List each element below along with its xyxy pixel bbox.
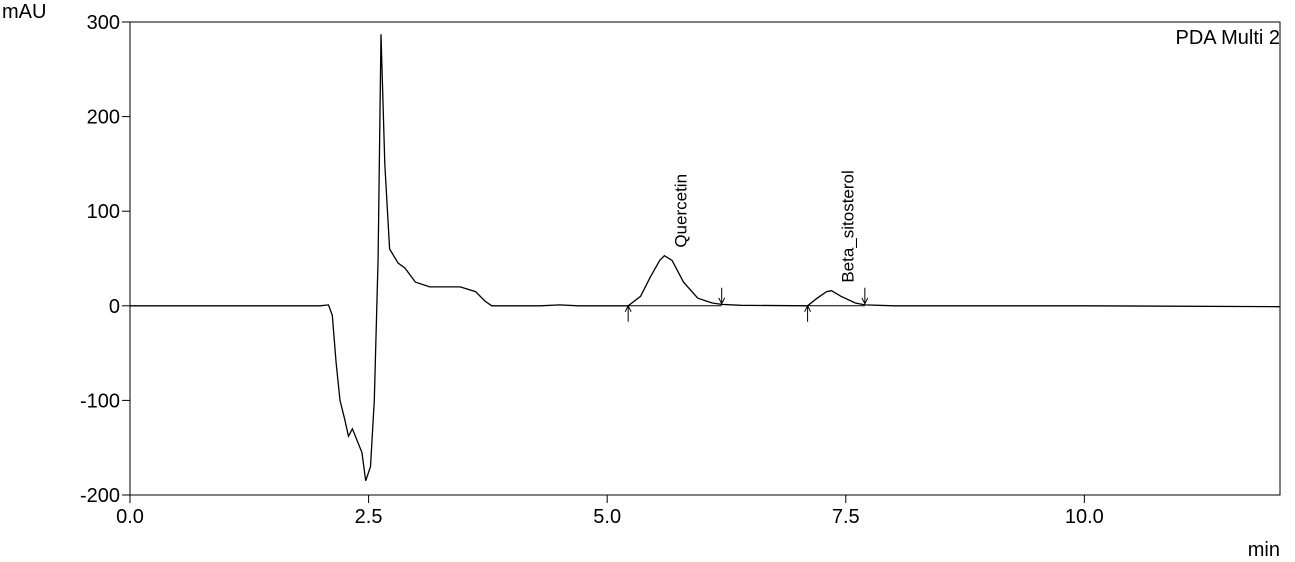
plot-frame (129, 21, 1281, 496)
peak-label: Beta_sitosterol (838, 170, 857, 282)
peak-start-arrow (624, 304, 632, 322)
peak-end-arrow (861, 287, 869, 305)
y-tick-label: 200 (87, 107, 120, 129)
x-tick-label: 0.0 (116, 506, 144, 528)
y-tick-label: 100 (87, 201, 120, 223)
x-tick-label: 5.0 (593, 506, 621, 528)
peak-start-arrow (804, 304, 812, 322)
x-tick-label: 10.0 (1065, 506, 1104, 528)
x-tick-label: 2.5 (355, 506, 383, 528)
y-tick-label: -100 (80, 390, 120, 412)
chromatogram-line (130, 34, 1281, 482)
y-axis-label: mAU (2, 1, 46, 23)
x-axis-label: min (1248, 539, 1280, 561)
y-tick-label: 300 (87, 12, 120, 34)
y-tick-label: -200 (80, 485, 120, 507)
x-tick-label: 7.5 (832, 506, 860, 528)
y-tick-label: 0 (109, 296, 120, 318)
peak-end-arrow (718, 287, 726, 305)
chart-title: PDA Multi 2 (1176, 27, 1280, 49)
peak-label: Quercetin (671, 174, 690, 248)
